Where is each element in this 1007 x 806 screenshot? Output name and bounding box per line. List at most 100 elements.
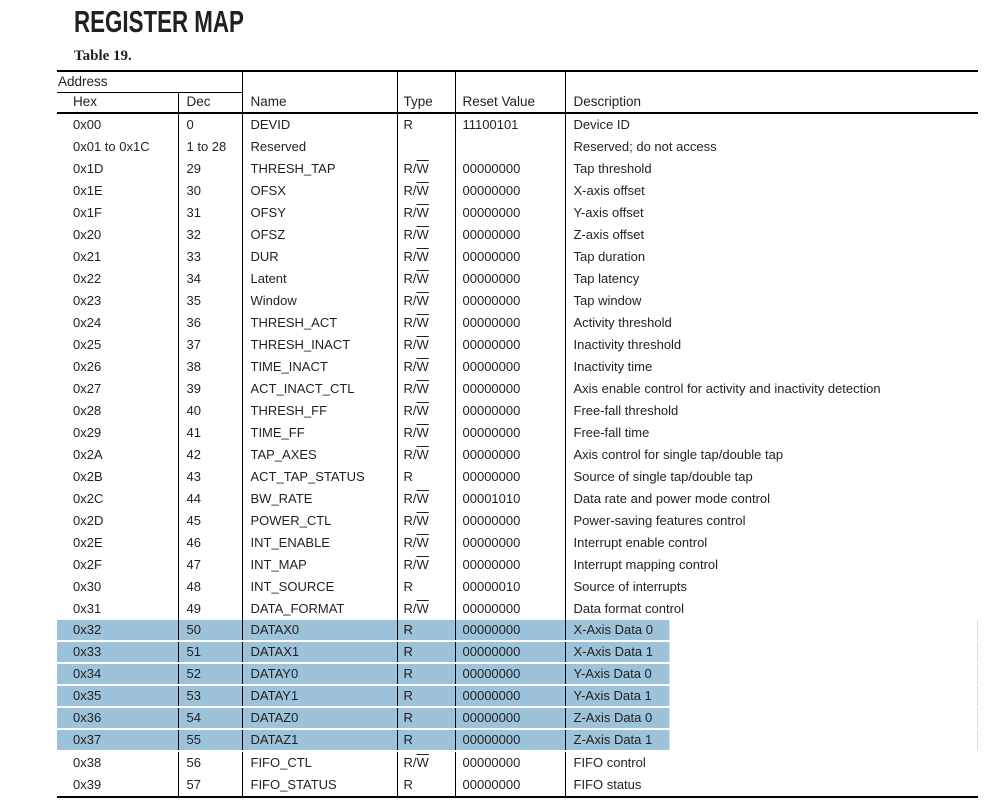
description-cell: X-Axis Data 0 (565, 620, 978, 642)
name-cell: ACT_TAP_STATUS (242, 466, 398, 488)
reset-value-cell: 00000000 (455, 751, 566, 774)
type-cell: R/W (397, 532, 456, 554)
register-row: 0x2B 43 ACT_TAP_STATUS R 00000000 Source of s… (57, 466, 978, 488)
reset-value-cell: 00000000 (455, 268, 566, 290)
dec-column-header: Dec (178, 92, 243, 113)
description-cell: FIFO control (573, 755, 646, 770)
description-cell: X-Axis Data 1 (565, 641, 978, 664)
type-cell: R (397, 729, 456, 752)
hex-cell: 0x2D (57, 510, 179, 532)
register-row: 0x38 56 FIFO_CTL R/W 00000000 FIFO control (57, 751, 978, 774)
dec-cell: 53 (178, 685, 243, 708)
description-cell: Free-fall time (573, 425, 650, 440)
reset-value-cell: 00000000 (455, 246, 566, 268)
name-cell: THRESH_FF (242, 400, 398, 422)
type-cell: R/W (397, 378, 456, 400)
hex-cell: 0x21 (57, 246, 179, 268)
reset-value-cell: 00000000 (455, 620, 566, 642)
hex-cell: 0x20 (57, 224, 179, 246)
description-cell: Z-axis offset (573, 227, 645, 242)
dec-cell: 45 (178, 510, 243, 532)
name-cell: OFSX (242, 180, 398, 202)
hex-cell: 0x27 (57, 378, 179, 400)
hex-cell: 0x01 to 0x1C (57, 136, 179, 158)
dec-cell: 37 (178, 334, 243, 356)
type-cell: R/W (397, 312, 456, 334)
w-overline: W (416, 425, 429, 440)
w-overline: W (416, 271, 429, 286)
name-cell: DATAY1 (242, 685, 398, 708)
hex-cell: 0x26 (57, 356, 179, 378)
hex-cell: 0x22 (57, 268, 179, 290)
register-row: 0x36 54 DATAZ0 R 00000000 Z-Axis Data 0 (57, 707, 978, 730)
dec-cell: 50 (178, 620, 243, 642)
dec-cell: 40 (178, 400, 243, 422)
w-overline: W (416, 381, 429, 396)
type-cell: R (397, 641, 456, 664)
name-cell: TAP_AXES (242, 444, 398, 466)
register-row: 0x2C 44 BW_RATE R/W 00001010 Data rate and po… (57, 488, 978, 510)
reset-value-cell: 00000010 (455, 576, 566, 598)
description-cell: Tap duration (573, 249, 646, 264)
type-cell: R/W (397, 400, 456, 422)
hex-cell: 0x32 (57, 620, 179, 642)
name-cell: OFSZ (242, 224, 398, 246)
reset-value-cell: 00000000 (455, 224, 566, 246)
dec-cell: 43 (178, 466, 243, 488)
hex-cell: 0x28 (57, 400, 179, 422)
name-column-header: Name (242, 71, 398, 113)
description-cell: Tap latency (573, 271, 640, 286)
name-cell: DUR (242, 246, 398, 268)
hex-cell: 0x2A (57, 444, 179, 466)
name-cell: INT_ENABLE (242, 532, 398, 554)
register-row: 0x23 35 Window R/W 00000000 Tap window (57, 290, 978, 312)
dec-cell: 34 (178, 268, 243, 290)
reset-value-cell: 00000000 (455, 466, 566, 488)
hex-cell: 0x1F (57, 202, 179, 224)
register-map-table: Address Name Type Reset Value Descriptio… (57, 70, 978, 798)
reset-value-cell: 11100101 (455, 113, 566, 136)
description-cell: Data format control (573, 601, 685, 616)
register-row: 0x2D 45 POWER_CTL R/W 00000000 Power-saving f… (57, 510, 978, 532)
w-overline: W (416, 293, 429, 308)
dec-cell: 0 (178, 113, 243, 136)
name-cell: DATAZ0 (242, 707, 398, 730)
name-cell: INT_SOURCE (242, 576, 398, 598)
description-cell: Source of interrupts (573, 579, 687, 594)
reset-value-cell: 00000000 (455, 180, 566, 202)
description-cell: Source of single tap/double tap (573, 469, 753, 484)
description-cell: FIFO status (573, 777, 642, 792)
address-group-header: Address (57, 71, 243, 93)
w-overline: W (416, 403, 429, 418)
type-cell: R (397, 620, 456, 642)
dec-cell: 30 (178, 180, 243, 202)
w-overline: W (416, 359, 429, 374)
reset-value-cell: 00000000 (455, 707, 566, 730)
type-cell: R (397, 113, 456, 136)
type-cell: R/W (397, 224, 456, 246)
type-cell: R/W (397, 510, 456, 532)
type-cell: R/W (397, 202, 456, 224)
name-cell: FIFO_CTL (242, 751, 398, 774)
description-cell: Inactivity time (573, 359, 653, 374)
register-row: 0x1D 29 THRESH_TAP R/W 00000000 Tap threshold (57, 158, 978, 180)
reset-value-cell: 00000000 (455, 158, 566, 180)
dec-cell: 29 (178, 158, 243, 180)
table-caption: Table 19. (74, 48, 132, 64)
register-row: 0x2A 42 TAP_AXES R/W 00000000 Axis control fo… (57, 444, 978, 466)
description-cell: Y-axis offset (573, 205, 644, 220)
name-cell: Latent (242, 268, 398, 290)
description-cell: Interrupt enable control (573, 535, 708, 550)
hex-cell: 0x37 (57, 729, 179, 752)
reset-value-cell: 00000000 (455, 774, 566, 797)
description-cell: X-axis offset (573, 183, 645, 198)
hex-cell: 0x1D (57, 158, 179, 180)
name-cell: Reserved (242, 136, 398, 158)
hex-cell: 0x39 (57, 774, 179, 797)
hex-column-header: Hex (57, 92, 179, 113)
register-row: 0x33 51 DATAX1 R 00000000 X-Axis Data 1 (57, 641, 978, 664)
dec-cell: 51 (178, 641, 243, 664)
type-cell: R/W (397, 751, 456, 774)
description-cell: Z-Axis Data 1 (565, 729, 978, 752)
reset-value-cell: 00000000 (455, 685, 566, 708)
